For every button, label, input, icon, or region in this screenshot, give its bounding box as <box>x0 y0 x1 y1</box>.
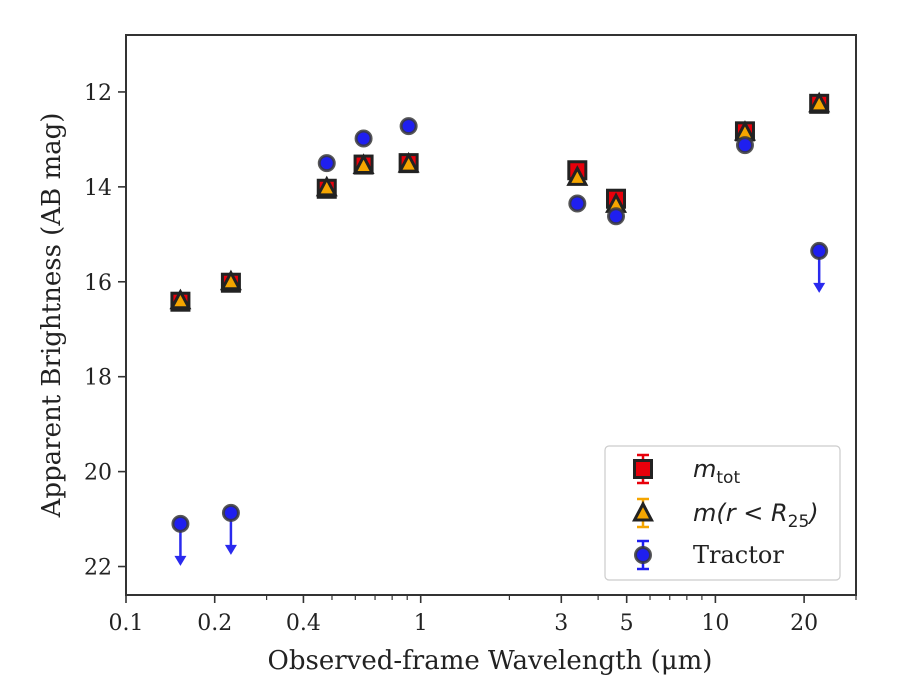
upper-limit-arrowhead <box>174 555 187 566</box>
legend-label-main: Tractor <box>693 541 784 569</box>
legend-marker-triangle <box>632 500 654 522</box>
data-point-circle <box>399 117 418 136</box>
y-tick-label: 22 <box>84 556 112 581</box>
data-point-circle <box>354 129 373 148</box>
legend-label: Tractor <box>693 541 784 569</box>
upper-limit-arrowhead <box>813 282 826 293</box>
data-point-triangle <box>169 288 192 310</box>
legend-label-tail: ) <box>807 499 818 527</box>
data-point-circle <box>607 207 626 226</box>
legend-label-main: m <box>693 455 716 483</box>
series-circle <box>171 117 829 566</box>
x-axis-label: Observed-frame Wavelength (μm) <box>268 646 713 676</box>
data-point-circle <box>317 154 336 173</box>
x-tick-label: 5 <box>620 611 634 636</box>
x-tick-label: 0.2 <box>197 611 232 636</box>
y-tick-label: 18 <box>84 366 112 391</box>
plot-layer <box>169 91 831 566</box>
legend-label: m(r < R25) <box>693 499 819 532</box>
legend-label-subscript: tot <box>716 468 740 488</box>
x-tick-label: 10 <box>701 611 729 636</box>
legend-label: mtot <box>693 455 740 488</box>
y-tick-label: 20 <box>84 461 112 486</box>
data-point-triangle <box>219 269 242 291</box>
x-tick-label: 20 <box>790 611 818 636</box>
axes-layer: 0.1 0.2 0.4 1 3 5 10 20 12 14 16 18 20 22 <box>84 34 857 636</box>
legend-box <box>604 445 841 581</box>
legend-label-subscript: 25 <box>788 512 810 532</box>
series-triangle <box>169 91 831 310</box>
data-point-triangle <box>397 151 420 173</box>
legend-label-main: m(r < R <box>693 499 788 527</box>
y-tick-label: 16 <box>84 271 112 296</box>
y-tick-label: 14 <box>84 176 112 201</box>
legend-marker-circle <box>634 546 652 564</box>
x-tick-label: 0.4 <box>286 611 321 636</box>
y-axis-label: Apparent Brightness (AB mag) <box>37 113 67 519</box>
data-point-triangle <box>808 91 831 113</box>
data-point-circle <box>221 503 240 522</box>
upper-limit-arrowhead <box>224 544 237 555</box>
data-point-triangle <box>352 153 375 175</box>
data-point-triangle <box>315 175 338 197</box>
data-point-circle <box>568 194 587 213</box>
y-tick-label: 12 <box>84 81 112 106</box>
data-point-circle <box>735 136 754 155</box>
series-square <box>170 93 830 312</box>
data-point-circle <box>171 514 190 533</box>
legend-marker-square <box>633 459 653 479</box>
x-tick-label: 1 <box>414 611 428 636</box>
data-point-triangle <box>566 165 589 186</box>
x-tick-label: 0.1 <box>109 611 144 636</box>
legend: mtot m(r < R25) Tractor <box>604 445 841 581</box>
x-tick-label: 3 <box>554 611 568 636</box>
data-point-circle <box>810 241 829 260</box>
plot-frame <box>125 34 857 596</box>
